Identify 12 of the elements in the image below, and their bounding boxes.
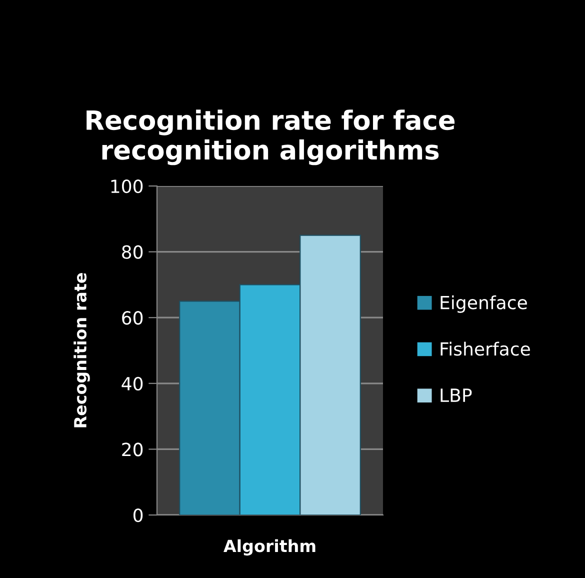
chart-title: Recognition rate for face recognition algorithms bbox=[86, 110, 455, 166]
x-axis-title: Algorithm bbox=[224, 539, 316, 556]
y-tick-label: 100 bbox=[111, 179, 143, 194]
legend-label: LBP bbox=[440, 388, 472, 402]
y-tick-label: 60 bbox=[122, 311, 143, 325]
legend-label: Eigenface bbox=[440, 295, 527, 313]
y-tick-label: 20 bbox=[122, 442, 143, 456]
y-tick-label: 40 bbox=[122, 376, 143, 391]
y-tick-label: 80 bbox=[122, 245, 143, 259]
y-tick-label: 0 bbox=[134, 508, 143, 522]
y-axis-title: Recognition rate bbox=[74, 273, 90, 428]
legend-label: Fisherface bbox=[440, 342, 530, 356]
